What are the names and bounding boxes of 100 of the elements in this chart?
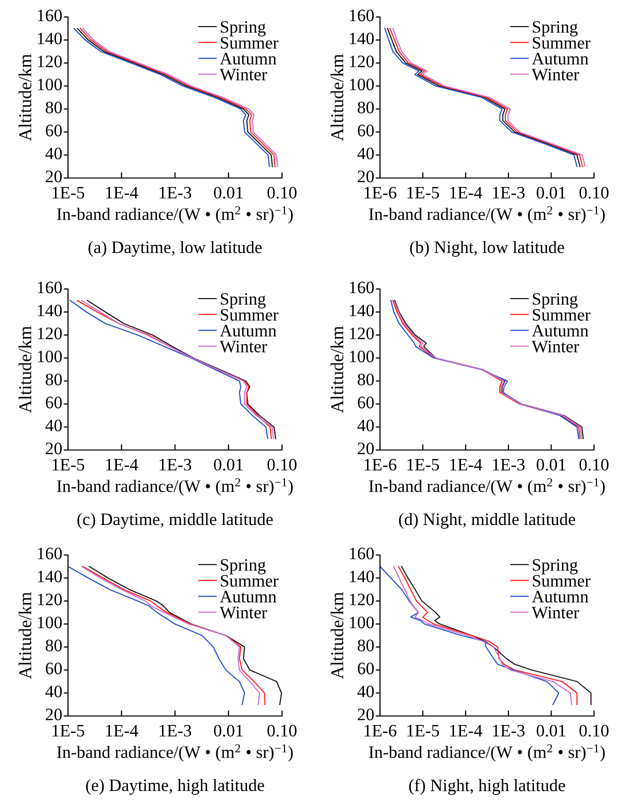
- legend-label: Winter: [532, 68, 580, 80]
- legend-label: Autumn: [532, 52, 588, 65]
- y-tick-label: 60: [46, 124, 62, 136]
- legend-label: Summer: [532, 309, 590, 321]
- x-tick-label: 1E-5: [52, 458, 84, 471]
- x-tick-label: 1E-4: [450, 186, 482, 198]
- x-tick-label: 0.10: [267, 186, 297, 199]
- y-tick-label: 120: [350, 328, 374, 340]
- y-tick-label: 80: [46, 102, 62, 114]
- y-axis-title: Altitude/km: [18, 326, 32, 413]
- y-tick-label: 40: [45, 686, 62, 698]
- y-axis-title: Altitude/km: [330, 592, 344, 679]
- x-tick-label: 0.10: [579, 724, 609, 737]
- y-tick-label: 100: [38, 78, 62, 90]
- x-tick-label: 0.01: [536, 724, 566, 737]
- x-tick-label: 1E-4: [106, 724, 138, 736]
- y-tick-label: 120: [350, 594, 374, 606]
- y-tick-label: 120: [350, 56, 374, 68]
- y-tick-label: 160: [38, 10, 62, 22]
- y-tick-label: 160: [38, 282, 62, 294]
- y-tick-label: 20: [46, 708, 62, 720]
- y-tick-label: 20: [358, 708, 374, 720]
- x-tick-label: 1E-6: [364, 458, 396, 471]
- x-tick-label: 1E-3: [493, 186, 525, 199]
- x-tick-label: 0.01: [214, 186, 243, 199]
- y-tick-label: 140: [38, 32, 62, 44]
- y-tick-label: 100: [38, 616, 62, 628]
- y-tick-label: 80: [358, 374, 374, 386]
- legend-label: Winter: [220, 68, 268, 80]
- legend-label: Winter: [220, 606, 268, 618]
- x-tick-label: 1E-6: [364, 724, 396, 737]
- legend-label: Autumn: [220, 52, 276, 65]
- legend-label: Spring: [532, 21, 578, 36]
- x-tick-label: 1E-4: [450, 724, 482, 736]
- x-tick-label: 0.10: [579, 458, 609, 471]
- y-tick-label: 160: [350, 10, 374, 22]
- x-tick-label: 1E-3: [160, 458, 192, 471]
- y-tick-label: 40: [45, 148, 62, 160]
- legend-label: Summer: [532, 37, 590, 49]
- y-tick-label: 40: [45, 420, 62, 432]
- legend-label: Winter: [220, 340, 268, 352]
- x-tick-label: 0.01: [214, 724, 243, 737]
- y-tick-label: 160: [350, 282, 374, 294]
- y-tick-label: 60: [358, 662, 374, 674]
- x-tick-label: 1E-6: [364, 186, 396, 199]
- y-axis-title: Altitude/km: [18, 54, 32, 141]
- y-tick-label: 100: [38, 350, 62, 362]
- y-tick-label: 140: [350, 570, 374, 582]
- x-axis-title: In-band radiance/(W • (m$^{2}$ • sr)$^{−1}$): [57, 206, 293, 224]
- y-tick-label: 160: [38, 548, 62, 560]
- x-tick-label: 1E-3: [160, 724, 192, 737]
- y-tick-label: 60: [46, 396, 62, 408]
- y-tick-label: 80: [358, 102, 374, 114]
- y-tick-label: 20: [46, 170, 62, 182]
- x-tick-label: 0.01: [536, 458, 566, 471]
- x-tick-label: 1E-5: [52, 186, 84, 199]
- y-tick-label: 100: [350, 78, 374, 90]
- y-tick-label: 160: [350, 548, 374, 560]
- x-tick-label: 0.10: [267, 458, 297, 471]
- y-tick-label: 120: [38, 56, 62, 68]
- y-tick-label: 80: [46, 640, 62, 652]
- legend-label: Spring: [220, 21, 266, 36]
- x-tick-label: 0.01: [536, 186, 566, 199]
- x-tick-label: 0.10: [267, 724, 297, 737]
- legend-label: Autumn: [532, 590, 588, 603]
- text: (c) Daytime, middle latitude: [77, 512, 273, 529]
- legend-label: Spring: [532, 293, 578, 308]
- y-tick-label: 140: [38, 570, 62, 582]
- x-tick-label: 0.01: [214, 458, 243, 471]
- x-tick-label: 1E-4: [450, 458, 482, 470]
- y-tick-label: 60: [358, 396, 374, 408]
- y-tick-label: 140: [350, 304, 374, 316]
- y-tick-label: 20: [358, 170, 374, 182]
- y-tick-label: 140: [38, 304, 62, 316]
- x-axis-title: In-band radiance/(W • (m$^{2}$ • sr)$^{−1}$): [369, 744, 605, 762]
- x-tick-label: 1E-5: [52, 724, 84, 737]
- x-axis-title: In-band radiance/(W • (m$^{2}$ • sr)$^{−1}$): [369, 206, 605, 224]
- x-tick-label: 1E-4: [106, 186, 138, 198]
- legend-label: Autumn: [220, 590, 276, 603]
- y-tick-label: 100: [350, 616, 374, 628]
- x-tick-label: 1E-5: [407, 724, 439, 737]
- legend-label: Summer: [220, 309, 278, 321]
- y-tick-label: 40: [357, 148, 374, 160]
- legend-label: Autumn: [220, 324, 276, 337]
- legend-label: Summer: [532, 575, 590, 587]
- y-tick-label: 20: [46, 442, 62, 454]
- y-tick-label: 120: [38, 328, 62, 340]
- legend-label: Spring: [532, 559, 578, 574]
- text: (f) Night, high latitude: [409, 778, 565, 795]
- y-tick-label: 140: [350, 32, 374, 44]
- x-axis-title: In-band radiance/(W • (m$^{2}$ • sr)$^{−1}$): [57, 478, 293, 496]
- x-tick-label: 1E-4: [106, 458, 138, 470]
- legend-label: Winter: [532, 606, 580, 618]
- y-tick-label: 40: [357, 420, 374, 432]
- y-tick-label: 20: [358, 442, 374, 454]
- legend-label: Winter: [532, 340, 580, 352]
- y-tick-label: 100: [350, 350, 374, 362]
- x-tick-label: 0.10: [579, 186, 609, 199]
- legend-label: Spring: [220, 293, 266, 308]
- y-axis-title: Altitude/km: [18, 592, 32, 679]
